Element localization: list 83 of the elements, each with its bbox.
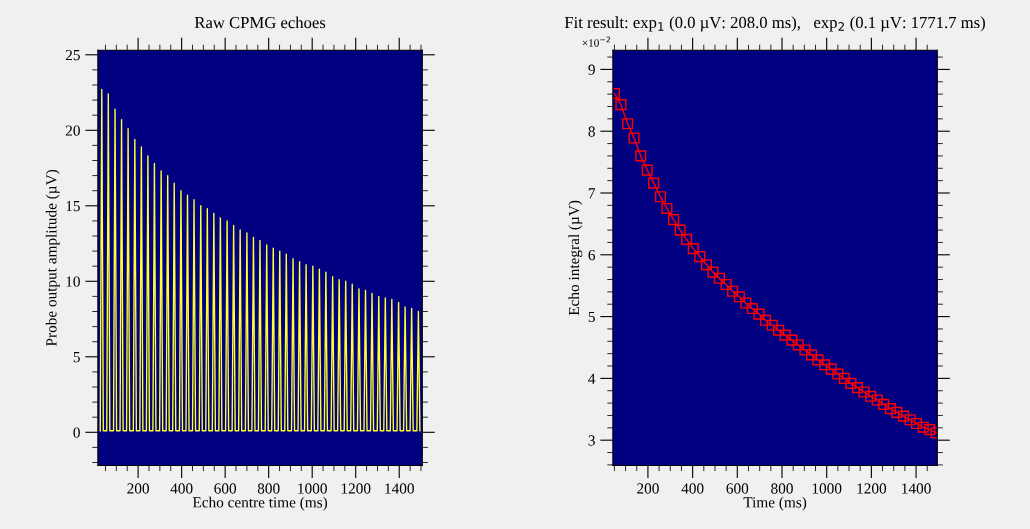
point	[832, 368, 844, 380]
point	[720, 278, 732, 291]
x-tick-label: 1000	[298, 483, 327, 494]
point	[707, 266, 719, 278]
point	[786, 334, 798, 346]
point	[733, 291, 745, 303]
point	[898, 410, 910, 422]
y-tick-label: 5	[73, 352, 80, 363]
x-tick-label: 200	[637, 483, 659, 494]
x-tick-label: 200	[127, 483, 149, 494]
x-axis-title: Time (ms)	[743, 496, 807, 511]
point	[910, 417, 923, 430]
point	[819, 359, 831, 371]
point	[878, 398, 890, 410]
point	[700, 259, 713, 271]
point	[740, 297, 752, 309]
y-axis-title: Probe output amplitude (µV)	[45, 169, 60, 347]
y-tick-label: 6	[588, 249, 596, 261]
point	[635, 150, 647, 162]
point	[746, 303, 758, 315]
point	[713, 272, 725, 284]
x-axis-title: Echo centre time (ms)	[192, 496, 328, 511]
point	[759, 314, 772, 326]
point	[615, 99, 627, 111]
point	[904, 414, 916, 426]
point	[694, 251, 706, 263]
point	[871, 394, 883, 406]
point	[681, 233, 693, 245]
x-tick-label: 800	[257, 483, 280, 494]
chart-title: Raw CPMG echoes	[194, 16, 326, 29]
point	[825, 363, 837, 375]
point	[727, 285, 739, 297]
point	[766, 319, 778, 331]
y-tick-label: 25	[65, 49, 80, 61]
point	[851, 382, 864, 394]
point	[884, 403, 896, 415]
point	[628, 132, 640, 144]
x-tick-label: 1200	[341, 483, 371, 494]
point	[792, 339, 804, 351]
point	[674, 224, 686, 236]
x-tick-label: 400	[681, 483, 704, 494]
point	[687, 243, 699, 255]
x-tick-label: 1400	[385, 483, 414, 494]
x-tick-label: 1400	[902, 483, 931, 494]
x-tick-label: 1200	[857, 483, 887, 494]
y-tick-label: 15	[66, 201, 80, 212]
point	[891, 406, 903, 418]
x-tick-label: 400	[170, 483, 193, 494]
point	[858, 386, 870, 398]
y-tick-label: 9	[588, 64, 595, 75]
point	[799, 344, 811, 356]
point	[805, 349, 818, 361]
point	[753, 308, 765, 320]
text: ×10$^{−2}$	[582, 36, 611, 47]
y-tick-label: 3	[588, 435, 595, 446]
y-tick-label: 7	[588, 188, 596, 199]
point	[845, 377, 857, 389]
point	[773, 324, 785, 336]
x-tick-label: 1000	[812, 483, 842, 494]
x-tick-label: 800	[771, 483, 793, 494]
point	[668, 214, 680, 226]
chart-title: Fit result: exp$_{1}$ (0.0 µV: 208.0 ms), exp$_{2}$ (0.1 µV: 1771.7 ms)	[564, 16, 985, 32]
y-tick-label: 0	[73, 427, 80, 438]
y-tick-label: 4	[588, 373, 596, 384]
point	[622, 118, 634, 130]
y-tick-label: 8	[588, 126, 595, 137]
point	[924, 424, 936, 436]
point	[648, 177, 660, 189]
point	[654, 191, 667, 203]
point	[779, 329, 791, 341]
point	[661, 202, 673, 215]
x-tick-label: 600	[214, 483, 237, 494]
y-tick-label: 10	[66, 276, 80, 287]
line-series	[99, 88, 421, 432]
point	[917, 421, 929, 433]
y-tick-label: 5	[588, 311, 595, 323]
y-tick-label: 20	[65, 125, 80, 136]
y-axis-title: Echo integral (µV)	[568, 200, 583, 316]
point	[838, 372, 850, 384]
x-tick-label: 600	[726, 483, 749, 494]
point	[641, 164, 653, 176]
point	[812, 354, 824, 366]
point	[865, 390, 877, 402]
